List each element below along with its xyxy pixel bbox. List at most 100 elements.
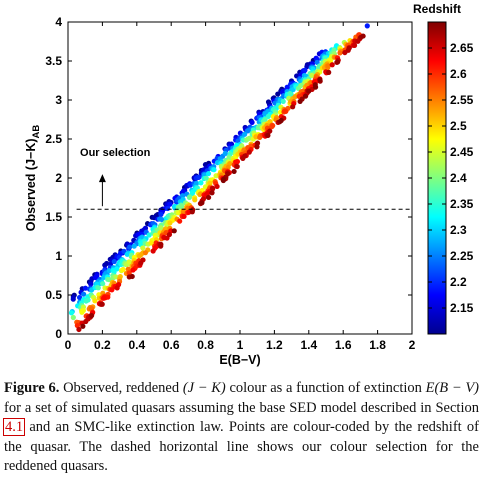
colorbar-tick-label: 2.3: [450, 223, 467, 237]
x-tick-label: 1.6: [335, 338, 352, 352]
x-axis-label: E(B−V): [219, 353, 260, 367]
data-point: [282, 108, 288, 114]
data-point: [249, 119, 255, 126]
x-tick-label: 1.2: [266, 338, 283, 352]
data-point: [220, 177, 226, 184]
x-tick-label: 2: [409, 338, 416, 352]
data-point: [70, 296, 76, 302]
data-point: [167, 220, 173, 226]
data-point: [199, 200, 205, 206]
caption-math-jk: (J − K): [182, 380, 226, 396]
colorbar-tick-label: 2.2: [450, 275, 467, 289]
data-point: [355, 38, 361, 44]
y-tick-label: 1: [55, 249, 62, 263]
data-point: [254, 144, 260, 150]
colorbar-tick-label: 2.25: [450, 249, 474, 263]
data-point: [142, 250, 149, 256]
data-point: [210, 186, 216, 192]
data-point: [82, 285, 89, 291]
data-point: [196, 174, 202, 180]
data-point: [140, 245, 146, 251]
data-point: [83, 318, 89, 325]
data-point: [231, 168, 237, 175]
data-point: [100, 295, 107, 301]
data-point: [287, 90, 293, 97]
y-tick-label: 0.5: [45, 288, 62, 302]
data-point: [114, 285, 120, 291]
x-tick-label: 1.8: [369, 338, 386, 352]
figure-panel: Our selection 0 0.2 0.4 0.6 0.8 1 1.2 1.4 1.6 1.8…: [24, 2, 474, 367]
data-point: [202, 184, 209, 190]
data-point: [100, 281, 106, 287]
data-point: [334, 59, 341, 65]
data-point: [234, 163, 240, 170]
data-point: [198, 180, 204, 186]
data-point: [265, 132, 271, 139]
data-point: [186, 194, 193, 200]
data-point: [193, 180, 200, 186]
data-point: [278, 117, 284, 124]
data-point: [181, 213, 187, 219]
data-point: [351, 42, 358, 48]
y-tick-label: 4: [55, 15, 62, 29]
data-point: [246, 135, 252, 141]
data-point: [148, 240, 154, 246]
data-point: [114, 266, 120, 272]
caption-text: Figure 6. Observed, reddened (J − K) col…: [0, 375, 483, 477]
data-point: [306, 88, 312, 94]
data-point: [262, 116, 268, 123]
data-point: [290, 104, 296, 110]
data-point: [205, 170, 212, 177]
data-point: [88, 281, 94, 287]
data-point: [127, 244, 133, 250]
y-axis-label-subscript: AB: [31, 125, 42, 139]
y-tick-label: 3.5: [45, 54, 62, 68]
data-point: [126, 259, 132, 265]
data-point: [312, 84, 319, 90]
data-point: [317, 76, 323, 83]
scatter-chart: Our selection 0 0.2 0.4 0.6 0.8 1 1.2 1.4 1.6 1.8…: [24, 2, 474, 367]
y-tick-label: 2: [55, 171, 62, 185]
figure-caption: Figure 6. Observed, reddened (J − K) col…: [0, 375, 483, 492]
data-point: [150, 248, 156, 254]
section-reference-link[interactable]: 4.1: [2, 418, 26, 436]
caption-part-3: for a set of simulated quasars assuming …: [4, 399, 479, 416]
data-point: [158, 241, 164, 247]
selection-annotation: Our selection: [80, 147, 151, 159]
data-point: [142, 225, 149, 231]
x-tick-label: 0.6: [163, 338, 180, 352]
data-point: [79, 308, 85, 314]
data-point: [76, 326, 82, 333]
x-tick-label: 0.2: [94, 338, 111, 352]
data-point: [205, 194, 212, 201]
x-tick-label: 0: [65, 338, 72, 352]
data-point: [245, 128, 251, 134]
data-point: [92, 298, 98, 304]
data-point: [177, 218, 183, 224]
data-point: [189, 209, 195, 215]
data-point: [126, 270, 132, 276]
y-axis-label-main: Observed (J−K): [24, 138, 38, 231]
colorbar-ticks: 2.15 2.2 2.25 2.3 2.35 2.4 2.45 2.5 2.55 2.6 2.65: [428, 41, 474, 315]
colorbar-tick-label: 2.5: [450, 119, 467, 133]
data-point: [70, 314, 76, 321]
data-point: [166, 231, 173, 238]
data-point: [209, 190, 215, 196]
data-point: [180, 188, 187, 194]
data-point: [222, 150, 228, 157]
caption-figure-number: Figure 6.: [4, 380, 60, 396]
data-point: [106, 267, 112, 274]
colorbar-tick-label: 2.65: [450, 41, 474, 55]
colorbar-tick-label: 2.6: [450, 67, 467, 81]
data-point: [280, 98, 286, 104]
data-point: [302, 67, 308, 73]
data-point: [158, 225, 164, 231]
y-axis-ticks: 0 0.5 1 1.5 2 2.5 3 3.5 4: [45, 15, 412, 341]
x-axis-ticks: 0 0.2 0.4 0.6 0.8 1 1.2 1.4 1.6 1.8 2: [65, 22, 416, 352]
data-point: [242, 153, 248, 159]
data-point: [180, 209, 186, 215]
data-point: [130, 267, 136, 273]
x-tick-label: 0.8: [197, 338, 214, 352]
colorbar-tick-label: 2.35: [450, 197, 474, 211]
data-point: [92, 274, 99, 281]
